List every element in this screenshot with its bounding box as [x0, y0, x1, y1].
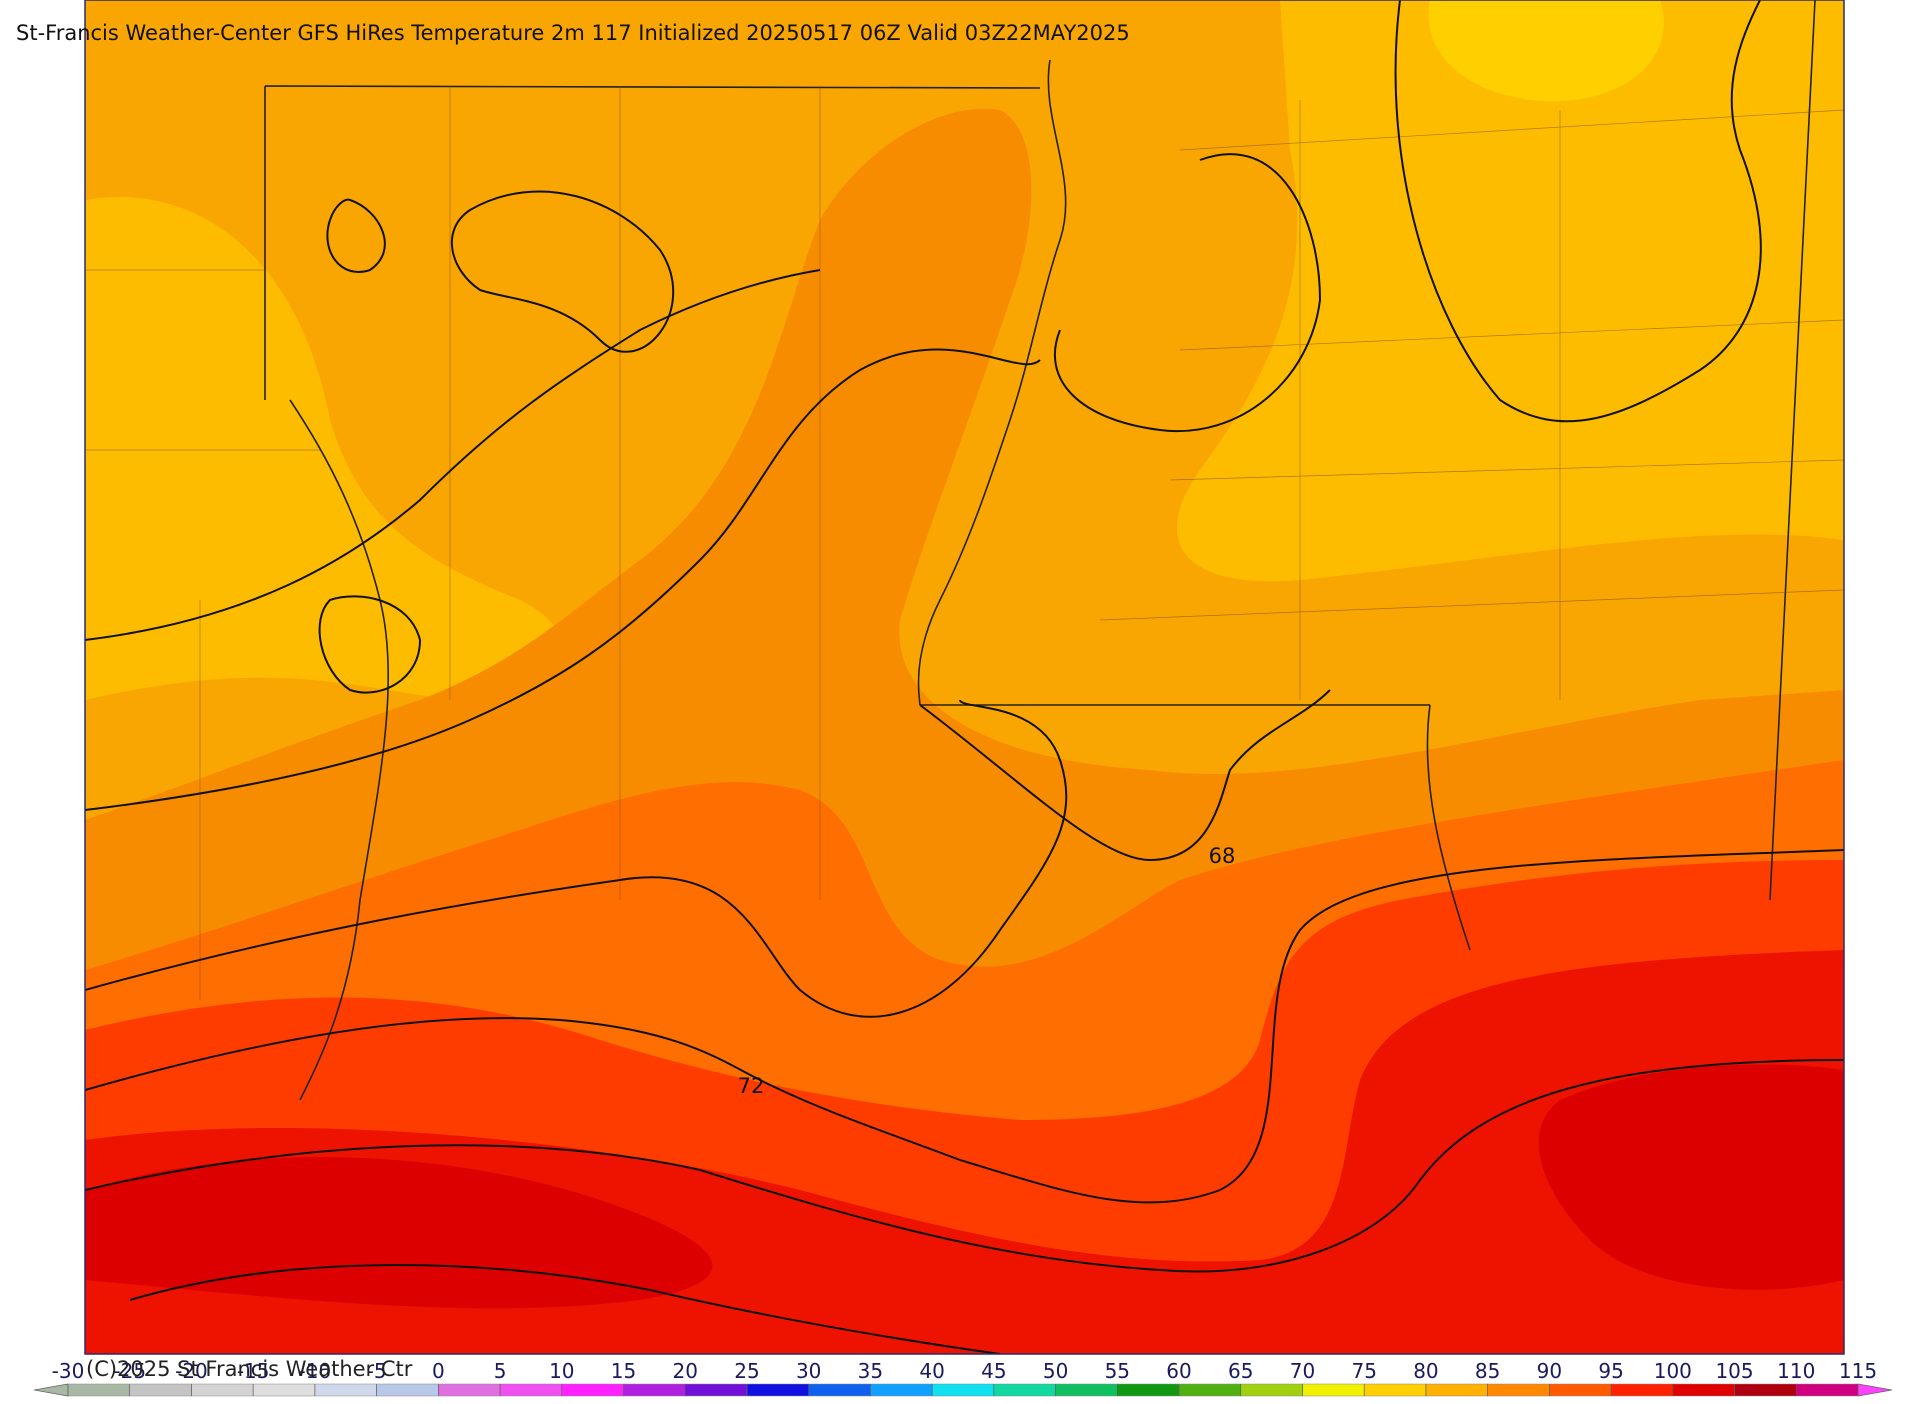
colorbar-label: 45 [981, 1359, 1006, 1383]
state-border [264, 0, 1816, 951]
colorbar-label: -20 [175, 1359, 208, 1383]
colorbar-label: 35 [858, 1359, 883, 1383]
temp-band [85, 196, 564, 701]
county-lines [85, 86, 1844, 1000]
colorbar-label: 15 [611, 1359, 636, 1383]
colorbar-label: 90 [1537, 1359, 1562, 1383]
contour [919, 689, 1331, 862]
colorbar-box [808, 1383, 871, 1397]
contour [85, 699, 1068, 1018]
colorbar-box [1549, 1383, 1612, 1397]
colorbar-label: 100 [1654, 1359, 1692, 1383]
colorbar-box [314, 1383, 377, 1397]
colorbar-box [67, 1383, 130, 1397]
colorbar-label: 30 [796, 1359, 821, 1383]
colorbar-label: 40 [919, 1359, 944, 1383]
colorbar-box [1487, 1383, 1550, 1397]
contour [85, 1059, 1844, 1273]
colorbar-box [1117, 1383, 1180, 1397]
colorbar-box [1610, 1383, 1674, 1397]
colorbar-label: 80 [1413, 1359, 1438, 1383]
contour [1054, 153, 1322, 433]
contour-label: 72 [738, 1074, 765, 1098]
map-frame [84, 0, 1845, 1355]
colorbar-label: 85 [1475, 1359, 1500, 1383]
colorbar-label: 65 [1228, 1359, 1253, 1383]
contour-label: 68 [1209, 844, 1236, 868]
colorbar-box [1055, 1383, 1118, 1397]
colorbar-box [438, 1383, 501, 1397]
colorbar-extend-high [1857, 1383, 1893, 1397]
contour [85, 269, 821, 641]
colorbar-box [1178, 1383, 1242, 1397]
colorbar-box [561, 1383, 624, 1397]
contour [1394, 0, 1762, 423]
colorbar-box [746, 1383, 809, 1397]
colorbar-box [1734, 1383, 1797, 1397]
colorbar-box [993, 1383, 1056, 1397]
colorbar-label: -15 [237, 1359, 270, 1383]
colorbar-label: 95 [1598, 1359, 1623, 1383]
colorbar-box [1240, 1383, 1303, 1397]
colorbar-extend-low [33, 1383, 69, 1397]
contour [85, 849, 1844, 1204]
map-area: 68 72 [85, 0, 1844, 1354]
colorbar-box [191, 1383, 254, 1397]
colorbar-label: 5 [494, 1359, 507, 1383]
colorbar-box [1672, 1383, 1735, 1397]
contour [451, 190, 674, 353]
colorbar-label: 110 [1777, 1359, 1815, 1383]
colorbar-box [252, 1383, 316, 1397]
temp-band [1428, 0, 1664, 102]
colorbar-label: 25 [734, 1359, 759, 1383]
temp-band [1538, 1064, 1844, 1290]
contour [326, 198, 386, 273]
colorbar-label: -5 [367, 1359, 387, 1383]
colorbar-box [1425, 1383, 1488, 1397]
colorbar-label: -10 [299, 1359, 332, 1383]
colorbar-box [499, 1383, 563, 1397]
colorbar-box [931, 1383, 995, 1397]
colorbar-label: 115 [1839, 1359, 1877, 1383]
colorbar-box [1796, 1383, 1859, 1397]
map-title: St-Francis Weather-Center GFS HiRes Temp… [16, 21, 1130, 45]
colorbar: -30 -25 -20 -15 -10 -5 0 5 10 15 20 25 30 35 40 45 50 55 6… [33, 1359, 1893, 1397]
colorbar-box [1302, 1383, 1365, 1397]
colorbar-label: 70 [1290, 1359, 1315, 1383]
colorbar-box [684, 1383, 748, 1397]
contour [85, 348, 1041, 811]
colorbar-box [870, 1383, 933, 1397]
colorbar-label: -30 [52, 1359, 85, 1383]
colorbar-label: 105 [1715, 1359, 1753, 1383]
colorbar-label: 55 [1105, 1359, 1130, 1383]
temp-band [85, 1157, 713, 1309]
colorbar-label: 10 [549, 1359, 574, 1383]
colorbar-label: 20 [673, 1359, 698, 1383]
contour [129, 1264, 1001, 1354]
river [289, 59, 1067, 1101]
colorbar-label: 0 [432, 1359, 445, 1383]
colorbar-box [376, 1383, 439, 1397]
colorbar-box [623, 1383, 686, 1397]
temp-band [1176, 0, 1844, 582]
colorbar-label: 50 [1043, 1359, 1068, 1383]
colorbar-label: -25 [113, 1359, 146, 1383]
colorbar-label: 60 [1166, 1359, 1191, 1383]
copyright: (C)2025 St Francis Weather Ctr [86, 1357, 413, 1381]
colorbar-box [129, 1383, 192, 1397]
contour [318, 595, 422, 694]
colorbar-box [1363, 1383, 1427, 1397]
colorbar-label: 75 [1351, 1359, 1376, 1383]
